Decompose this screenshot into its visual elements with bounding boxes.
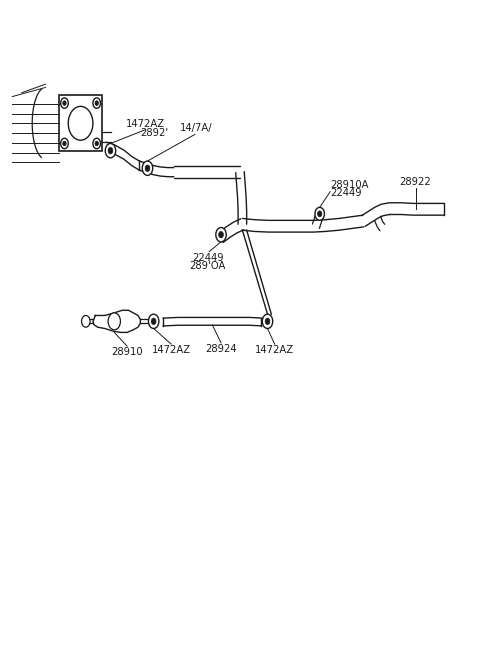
Circle shape [60, 138, 68, 148]
Circle shape [108, 313, 120, 330]
Circle shape [93, 138, 100, 148]
Circle shape [265, 318, 270, 325]
Circle shape [105, 143, 116, 158]
Circle shape [148, 314, 159, 328]
Circle shape [219, 231, 223, 238]
Text: 1472AZ: 1472AZ [152, 346, 191, 355]
Circle shape [262, 314, 273, 328]
Circle shape [95, 141, 98, 146]
Circle shape [142, 161, 153, 175]
Circle shape [68, 106, 93, 140]
Text: 22449: 22449 [192, 253, 224, 263]
Text: 1472AZ: 1472AZ [255, 346, 294, 355]
Circle shape [145, 165, 150, 171]
Text: 1472AZ: 1472AZ [126, 118, 165, 129]
Circle shape [63, 141, 66, 146]
Circle shape [315, 208, 324, 220]
Circle shape [95, 101, 98, 105]
Text: 22449: 22449 [330, 188, 362, 198]
Circle shape [60, 98, 68, 108]
Circle shape [216, 227, 226, 242]
Text: 2892': 2892' [141, 128, 169, 138]
Circle shape [93, 98, 100, 108]
Circle shape [63, 101, 66, 105]
Circle shape [108, 147, 113, 154]
Text: 28910: 28910 [111, 348, 143, 357]
Text: 289'OA: 289'OA [190, 261, 226, 271]
Circle shape [151, 318, 156, 325]
Text: 28922: 28922 [400, 177, 432, 187]
Text: 28910A: 28910A [330, 181, 369, 191]
Text: 28924: 28924 [205, 344, 237, 354]
Circle shape [318, 211, 322, 217]
Circle shape [82, 315, 90, 327]
Text: 14/7A/: 14/7A/ [180, 123, 212, 133]
